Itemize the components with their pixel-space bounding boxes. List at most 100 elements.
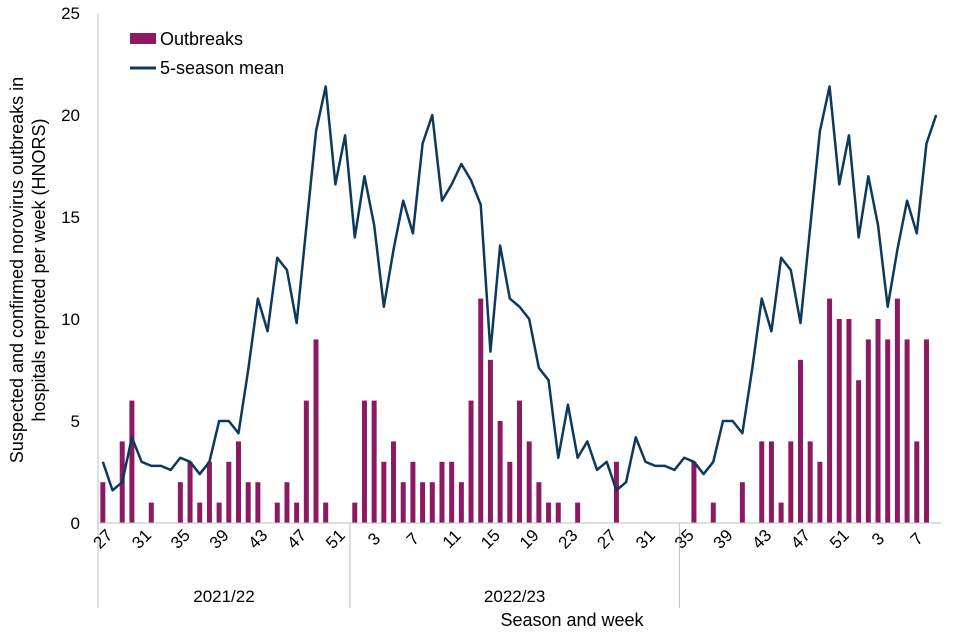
outbreak-bar — [294, 502, 300, 523]
x-tick-label: 19 — [516, 526, 543, 553]
outbreak-bar — [381, 461, 387, 523]
x-tick-label: 43 — [748, 526, 775, 553]
legend-mean-label: 5-season mean — [160, 58, 284, 78]
outbreak-bar — [817, 461, 823, 523]
y-tick-label: 5 — [71, 412, 80, 431]
outbreak-bar — [216, 502, 222, 523]
outbreak-bar — [391, 441, 397, 523]
outbreak-bar — [904, 339, 910, 523]
outbreak-bar — [778, 502, 784, 523]
x-tick-label: 23 — [555, 526, 582, 553]
outbreak-bar — [555, 502, 561, 523]
outbreak-bar — [691, 461, 697, 523]
outbreak-bars — [100, 298, 929, 523]
outbreak-bar — [739, 482, 745, 523]
y-axis-ticks: 0 5 10 15 20 25 — [61, 4, 80, 533]
outbreak-bar — [710, 502, 716, 523]
outbreak-bar — [875, 319, 881, 523]
y-axis-title-line-1: Suspected and confirmed norovirus outbre… — [7, 77, 27, 463]
outbreak-bar — [352, 502, 358, 523]
x-tick-label: 43 — [245, 526, 272, 553]
outbreak-bar — [303, 400, 309, 523]
season-label: 2021/22 — [193, 587, 254, 606]
outbreak-bar — [497, 421, 503, 523]
outbreak-bar — [894, 298, 900, 523]
x-axis-ticks: 27 31 35 39 43 47 51 3 7 11 15 19 23 27 31 35 39 43 47 51 3 7 — [90, 526, 927, 553]
outbreak-bar — [827, 298, 833, 523]
outbreak-bar — [361, 400, 367, 523]
outbreak-bar — [507, 461, 513, 523]
legend-outbreaks-label: Outbreaks — [160, 29, 243, 49]
x-tick-label: 47 — [283, 526, 310, 553]
outbreak-bar — [865, 339, 871, 523]
outbreak-bar — [478, 298, 484, 523]
y-axis-title: Suspected and confirmed norovirus outbre… — [7, 77, 49, 463]
x-tick-label: 7 — [403, 529, 423, 549]
outbreak-bar — [856, 380, 862, 523]
season-label: 2022/23 — [484, 587, 545, 606]
outbreak-bar — [468, 400, 474, 523]
x-tick-label: 35 — [167, 526, 194, 553]
legend: Outbreaks 5-season mean — [130, 29, 284, 78]
x-tick-label: 39 — [206, 526, 233, 553]
legend-outbreaks-swatch — [130, 33, 156, 44]
outbreak-bar — [371, 400, 377, 523]
axes — [97, 13, 941, 608]
x-tick-label: 11 — [439, 526, 465, 552]
x-tick-label: 3 — [364, 529, 384, 549]
x-tick-label: 51 — [826, 526, 853, 553]
outbreak-bar — [245, 482, 251, 523]
outbreak-bar — [206, 461, 212, 523]
outbreak-bar — [517, 400, 522, 523]
outbreak-bar — [613, 461, 619, 523]
y-tick-label: 0 — [71, 514, 80, 533]
y-tick-label: 15 — [61, 208, 80, 227]
outbreak-bar — [323, 502, 329, 523]
outbreak-bar — [400, 482, 406, 523]
outbreak-bar — [197, 502, 203, 523]
x-tick-label: 51 — [322, 526, 349, 553]
outbreak-bar — [836, 319, 842, 523]
outbreak-bar — [546, 502, 552, 523]
outbreak-bar — [420, 482, 426, 523]
mean-line-layer — [101, 85, 938, 492]
x-tick-label: 35 — [671, 526, 698, 553]
outbreak-bar — [313, 339, 319, 523]
outbreak-bar — [284, 482, 290, 523]
outbreak-bar — [236, 441, 241, 523]
x-tick-label: 3 — [868, 529, 888, 549]
mean-line — [101, 85, 938, 492]
outbreak-bar — [846, 319, 852, 523]
x-tick-label: 27 — [593, 526, 620, 553]
x-tick-label: 31 — [632, 526, 659, 553]
y-tick-label: 10 — [61, 310, 80, 329]
outbreak-bar — [807, 441, 813, 523]
y-tick-label: 25 — [61, 4, 80, 23]
outbreak-bar — [536, 482, 542, 523]
x-tick-label: 15 — [477, 526, 504, 553]
outbreak-bar — [148, 502, 154, 523]
season-labels: 2021/22 2022/23 — [193, 587, 545, 606]
x-axis-title: Season and week — [500, 610, 644, 630]
outbreak-bar — [449, 461, 455, 523]
outbreak-bar — [458, 482, 464, 523]
outbreak-bar — [575, 502, 581, 523]
outbreak-bar — [768, 441, 774, 523]
x-tick-label: 31 — [128, 526, 155, 553]
outbreak-bar — [129, 400, 135, 523]
outbreak-bar — [923, 339, 929, 523]
outbreak-bar — [885, 339, 891, 523]
outbreak-bar — [255, 482, 261, 523]
outbreak-bar — [798, 359, 803, 523]
outbreak-bar — [439, 461, 445, 523]
outbreak-bar — [410, 461, 416, 523]
outbreak-bar — [914, 441, 920, 523]
outbreak-bar — [177, 482, 183, 523]
outbreak-bar — [526, 441, 532, 523]
y-axis-title-line-2: hospitals reproted per week (HNORS) — [29, 118, 49, 421]
x-tick-label: 7 — [907, 529, 927, 549]
y-tick-label: 20 — [61, 106, 80, 125]
outbreak-bar — [429, 482, 435, 523]
outbreak-bar — [759, 441, 765, 523]
